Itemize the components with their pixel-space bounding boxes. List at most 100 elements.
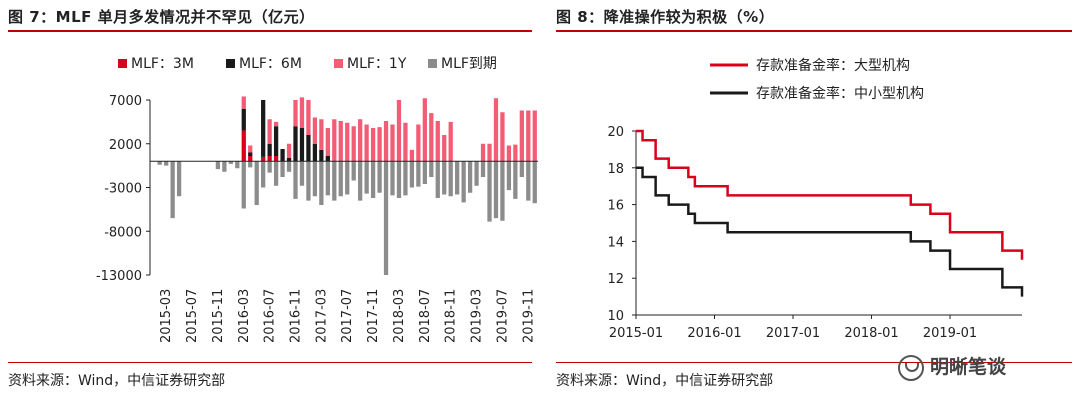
- right-footer-rule: [556, 362, 1072, 363]
- bar-3-2018-07: [422, 161, 427, 184]
- bar-2-2018-05: [409, 149, 415, 162]
- bar-2-2019-12: [532, 110, 537, 162]
- bar-3-2018-08: [429, 161, 434, 177]
- bar-3-2019-05: [487, 161, 492, 222]
- bar-0-2016-06: [261, 156, 266, 162]
- bar-1-2016-10: [286, 157, 292, 162]
- x-tick-label-2: 2015-11: [211, 289, 226, 343]
- bar-2-2017-05: [332, 119, 337, 162]
- x-tick-label-7: 2017-07: [340, 289, 355, 343]
- bar-1-2016-06: [261, 100, 266, 157]
- bar-3-2017-06: [338, 161, 343, 197]
- bar-2-2018-04: [403, 122, 408, 162]
- bar-3-2016-08: [273, 161, 279, 186]
- bar-2-2017-04: [325, 128, 330, 156]
- bar-1-2017-01: [306, 135, 311, 162]
- y-tick-label-3: 14: [607, 235, 624, 250]
- bar-2-2018-06: [416, 124, 421, 162]
- bar-2-2017-08: [351, 126, 356, 162]
- x-tick-label-13: 2019-07: [495, 289, 510, 343]
- bar-2-2019-07: [500, 112, 505, 162]
- bar-2-2018-03: [396, 100, 402, 162]
- bar-3-2019-01: [461, 161, 466, 203]
- x-tick-label-10: 2018-07: [418, 289, 433, 343]
- bar-3-2018-12: [455, 161, 460, 195]
- bar-3-2019-09: [513, 161, 518, 199]
- bar-3-2019-12: [532, 161, 537, 204]
- bar-3-2019-11: [526, 161, 531, 201]
- left-chart-panel: 图 7：MLF 单月多发情况并不罕见（亿元） MLF：3M MLF：6M MLF：1…: [8, 8, 538, 389]
- bar-3-2017-10: [364, 161, 369, 194]
- bar-2-2016-03: [241, 96, 246, 109]
- bar-3-2016-09: [280, 161, 285, 177]
- bar-3-2015-12: [222, 161, 227, 172]
- bar-1-2017-03: [319, 149, 324, 162]
- bar-3-2017-04: [325, 161, 330, 196]
- y-tick-label-4: 12: [607, 272, 624, 287]
- bar-3-2018-11: [448, 161, 453, 197]
- bar-2-2019-05: [487, 143, 492, 162]
- bar-3-2016-02: [235, 161, 240, 169]
- bar-0-2016-03: [241, 130, 246, 162]
- legend-label-1: MLF：6M: [239, 56, 302, 72]
- legend-swatch-2: [334, 59, 343, 68]
- legend-swatch-1: [226, 59, 235, 68]
- x-tick-label-4: 2016-07: [263, 289, 278, 343]
- bar-2-2016-10: [286, 143, 292, 158]
- bar-1-2016-08: [273, 126, 279, 156]
- y-tick-label-0: 7000: [109, 94, 142, 109]
- bar-2-2018-09: [435, 121, 440, 162]
- bar-3-2019-02: [467, 161, 473, 193]
- bar-1-2016-04: [248, 152, 253, 156]
- bar-3-2017-02: [312, 161, 318, 197]
- bar-2-2017-06: [338, 121, 343, 162]
- left-source-note: 资料来源：Wind，中信证券研究部: [8, 373, 226, 389]
- bar-3-2015-04: [170, 161, 175, 219]
- bar-3-2017-09: [358, 161, 363, 201]
- right-title-rule: [556, 30, 1072, 32]
- series-line-0: [636, 129, 1024, 260]
- bar-3-2016-04: [248, 161, 253, 168]
- x-tick-label-0: 2015-01: [609, 326, 663, 341]
- x-tick-label-6: 2017-03: [314, 289, 329, 343]
- bar-3-2019-04: [480, 161, 486, 177]
- x-tick-label-4: 2019-01: [923, 326, 977, 341]
- bar-2-2018-07: [422, 98, 427, 162]
- bar-3-2018-04: [403, 161, 408, 196]
- bar-2-2018-01: [383, 121, 389, 162]
- bar-3-2015-11: [215, 161, 221, 170]
- bar-3-2018-06: [416, 161, 421, 187]
- bar-2-2017-10: [364, 124, 369, 162]
- y-tick-label-1: 2000: [109, 138, 142, 153]
- bar-3-2019-06: [493, 161, 499, 219]
- bar-3-2018-05: [409, 161, 415, 188]
- y-tick-label-3: -8000: [104, 225, 142, 240]
- legend-label-2: MLF：1Y: [347, 56, 407, 72]
- bar-3-2019-07: [500, 161, 505, 221]
- bar-3-2017-12: [377, 161, 382, 193]
- bar-2-2017-12: [377, 127, 382, 162]
- bar-2-2017-09: [358, 119, 363, 162]
- bar-3-2018-02: [390, 161, 395, 196]
- legend-swatch-0: [118, 59, 127, 68]
- bar-2-2017-11: [370, 128, 376, 162]
- left-footer-rule: [8, 362, 532, 363]
- legend-label-0: MLF：3M: [131, 56, 194, 72]
- right-source-note: 资料来源：Wind，中信证券研究部: [556, 373, 774, 389]
- bar-2-2019-10: [519, 110, 524, 162]
- bar-3-2015-02: [157, 161, 162, 165]
- bar-3-2017-08: [351, 161, 356, 181]
- legend-label-0: 存款准备金率：大型机构: [756, 57, 910, 74]
- bar-2-2018-10: [442, 135, 447, 162]
- y-tick-label-4: -13000: [96, 269, 142, 284]
- watermark: 明晰笔谈: [898, 352, 1006, 381]
- x-tick-label-5: 2016-11: [289, 289, 304, 343]
- bar-2-2017-02: [312, 117, 318, 144]
- bar-3-2019-08: [506, 161, 512, 191]
- bar-0-2016-08: [273, 156, 279, 162]
- y-tick-label-2: -3000: [104, 182, 142, 197]
- x-tick-label-3: 2018-01: [844, 326, 898, 341]
- bar-3-2016-10: [286, 161, 292, 172]
- bar-2-2017-01: [306, 100, 311, 135]
